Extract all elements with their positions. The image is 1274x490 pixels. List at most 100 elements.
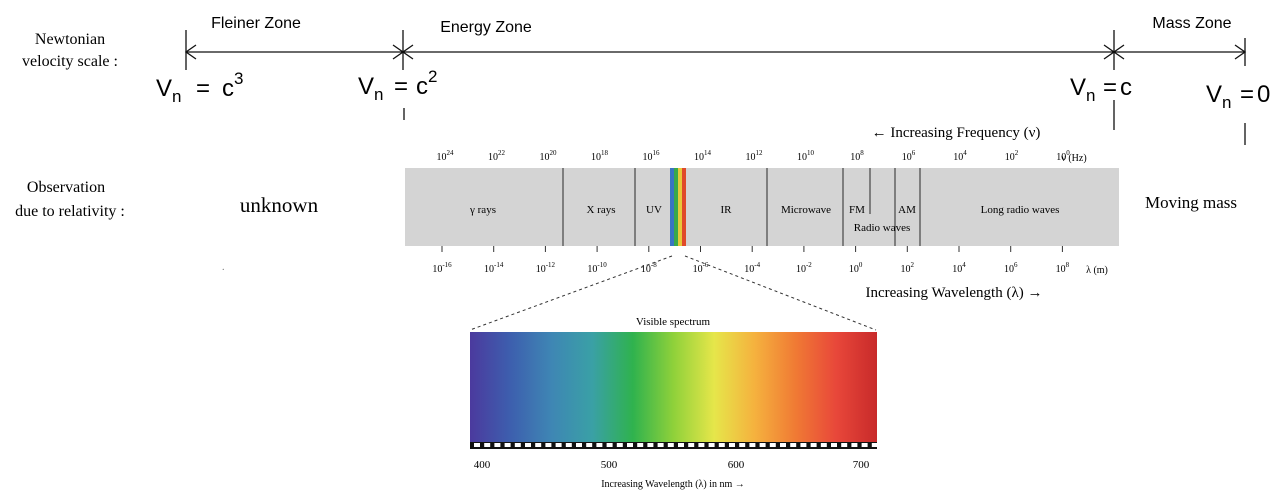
frequency-tick-7: 1010 xyxy=(797,149,815,163)
mass-zone-label: Mass Zone xyxy=(1152,15,1231,32)
band-radio-waves: Radio waves xyxy=(854,222,911,234)
velocity-mark-c2: Vn = c2 xyxy=(358,67,437,104)
visible-scale-minor-tick xyxy=(474,443,480,447)
frequency-tick-10: 104 xyxy=(953,149,967,163)
fleiner-zone-label: Fleiner Zone xyxy=(211,15,301,32)
visible-scale-minor-tick xyxy=(667,443,674,447)
observation-moving-mass: Moving mass xyxy=(1145,193,1237,212)
svg-text:=: = xyxy=(196,75,210,102)
band-x-rays: X rays xyxy=(586,204,615,216)
visible-scale-minor-tick xyxy=(678,443,684,447)
visible-scale-minor-tick xyxy=(749,443,756,447)
observation-row-label-line2: due to relativity : xyxy=(15,203,125,220)
visible-scale-minor-tick xyxy=(545,443,552,447)
band-ir: IR xyxy=(721,204,733,216)
zoom-connector-lines xyxy=(469,255,877,331)
visible-scale-minor-tick xyxy=(718,443,725,447)
velocity-mark-c: Vn = c xyxy=(1070,74,1132,105)
wavelength-tick-labels: 10-16 10-14 10-12 10-10 10-8 10-6 10-4 10-2 100 1… xyxy=(432,246,1070,275)
svg-text:Vn: Vn xyxy=(1070,74,1095,105)
frequency-tick-3: 1018 xyxy=(591,149,609,163)
observation-unknown: unknown xyxy=(240,193,319,217)
frequency-tick-0: 1024 xyxy=(437,149,455,163)
velocity-mark-zero: Vn = 0 xyxy=(1206,81,1270,112)
band-am: AM xyxy=(898,204,916,216)
velocity-mark-c3: Vn = c3 xyxy=(156,69,243,106)
visible-scale-minor-tick xyxy=(596,443,603,447)
wavelength-tick-11: 106 xyxy=(1004,261,1018,275)
svg-text:Vn: Vn xyxy=(358,73,383,104)
visible-scale-minor-tick xyxy=(535,443,542,447)
frequency-tick-2: 1020 xyxy=(540,149,558,163)
visible-scale-minor-tick xyxy=(637,443,644,447)
velocity-row-label-line1: Newtonian xyxy=(35,31,105,48)
visible-scale-minor-tick xyxy=(565,443,572,447)
visible-scale-minor-tick xyxy=(606,443,613,447)
wavelength-tick-7: 10-2 xyxy=(796,261,812,275)
wavelength-caption: Increasing Wavelength (λ) → xyxy=(866,285,1043,301)
em-spectrum-band xyxy=(405,168,1119,246)
wavelength-tick-9: 102 xyxy=(901,261,915,275)
visible-scale-minor-tick xyxy=(729,443,735,447)
fleiner-zone-left-arrowhead xyxy=(184,44,197,60)
svg-text:=: = xyxy=(394,73,408,100)
visible-scale-labels: 400 500 600 700 xyxy=(474,459,870,471)
band-fm: FM xyxy=(849,204,865,216)
visible-scale-minor-tick xyxy=(698,443,705,447)
band-gamma-rays: γ rays xyxy=(469,204,496,216)
visible-scale-minor-tick xyxy=(820,443,827,447)
visible-scale-minor-tick xyxy=(739,443,746,447)
visible-scale-minor-tick xyxy=(708,443,715,447)
frequency-tick-4: 1016 xyxy=(643,149,661,163)
visible-scale-minor-tick xyxy=(688,443,695,447)
wavelength-tick-1: 10-14 xyxy=(484,261,504,275)
visible-scale-minor-tick xyxy=(871,443,878,447)
svg-text:0: 0 xyxy=(1257,81,1270,108)
visible-scale-minor-tick xyxy=(657,443,664,447)
visible-scale-label-400: 400 xyxy=(474,459,491,471)
frequency-tick-8: 108 xyxy=(850,149,864,163)
visible-scale-minor-tick xyxy=(484,443,491,447)
visible-axis-caption: Increasing Wavelength (λ) in nm → xyxy=(601,479,745,490)
visible-spectrum-gradient xyxy=(470,332,877,442)
svg-text:c: c xyxy=(1120,74,1132,101)
wavelength-tick-4: 10-8 xyxy=(641,261,657,275)
visible-scale-ticks xyxy=(474,443,878,447)
stray-dot: . xyxy=(222,262,225,273)
visible-scale-minor-tick xyxy=(555,443,562,447)
visible-scale-minor-tick xyxy=(810,443,817,447)
visible-scale-label-600: 600 xyxy=(728,459,745,471)
visible-scale-minor-tick xyxy=(759,443,766,447)
visible-scale-minor-tick xyxy=(861,443,868,447)
visible-scale-minor-tick xyxy=(586,443,593,447)
svg-text:c2: c2 xyxy=(416,67,437,100)
band-long-radio-waves: Long radio waves xyxy=(981,204,1060,216)
visible-scale-minor-tick xyxy=(616,443,623,447)
visible-strip xyxy=(670,168,686,246)
visible-scale-label-700: 700 xyxy=(853,459,870,471)
visible-scale-minor-tick xyxy=(576,443,582,447)
visible-scale-minor-tick xyxy=(790,443,797,447)
frequency-tick-6: 1012 xyxy=(746,149,764,163)
frequency-tick-labels: 1024 1022 1020 1018 1016 1014 1012 1010 108 106 10… xyxy=(437,149,1071,163)
observation-row-label-line1: Observation xyxy=(27,179,105,196)
visible-scale-minor-tick xyxy=(514,443,521,447)
wavelength-unit: λ (m) xyxy=(1086,265,1108,276)
visible-scale-minor-tick xyxy=(831,443,837,447)
wavelength-tick-2: 10-12 xyxy=(536,261,556,275)
frequency-tick-1: 1022 xyxy=(488,149,506,163)
visible-scale-minor-tick xyxy=(494,443,501,447)
band-uv: UV xyxy=(646,204,662,216)
em-band-dividers xyxy=(562,168,921,246)
svg-text:=: = xyxy=(1240,81,1254,108)
visible-scale-minor-tick xyxy=(800,443,807,447)
visible-scale-minor-tick xyxy=(647,443,654,447)
frequency-tick-5: 1014 xyxy=(694,149,712,163)
energy-zone-label: Energy Zone xyxy=(440,19,532,36)
svg-text:Vn: Vn xyxy=(1206,81,1231,112)
visible-scale-minor-tick xyxy=(525,443,531,447)
wavelength-tick-12: 108 xyxy=(1056,261,1070,275)
visible-scale-label-500: 500 xyxy=(601,459,618,471)
visible-scale-minor-tick xyxy=(851,443,858,447)
visible-scale-minor-tick xyxy=(627,443,633,447)
